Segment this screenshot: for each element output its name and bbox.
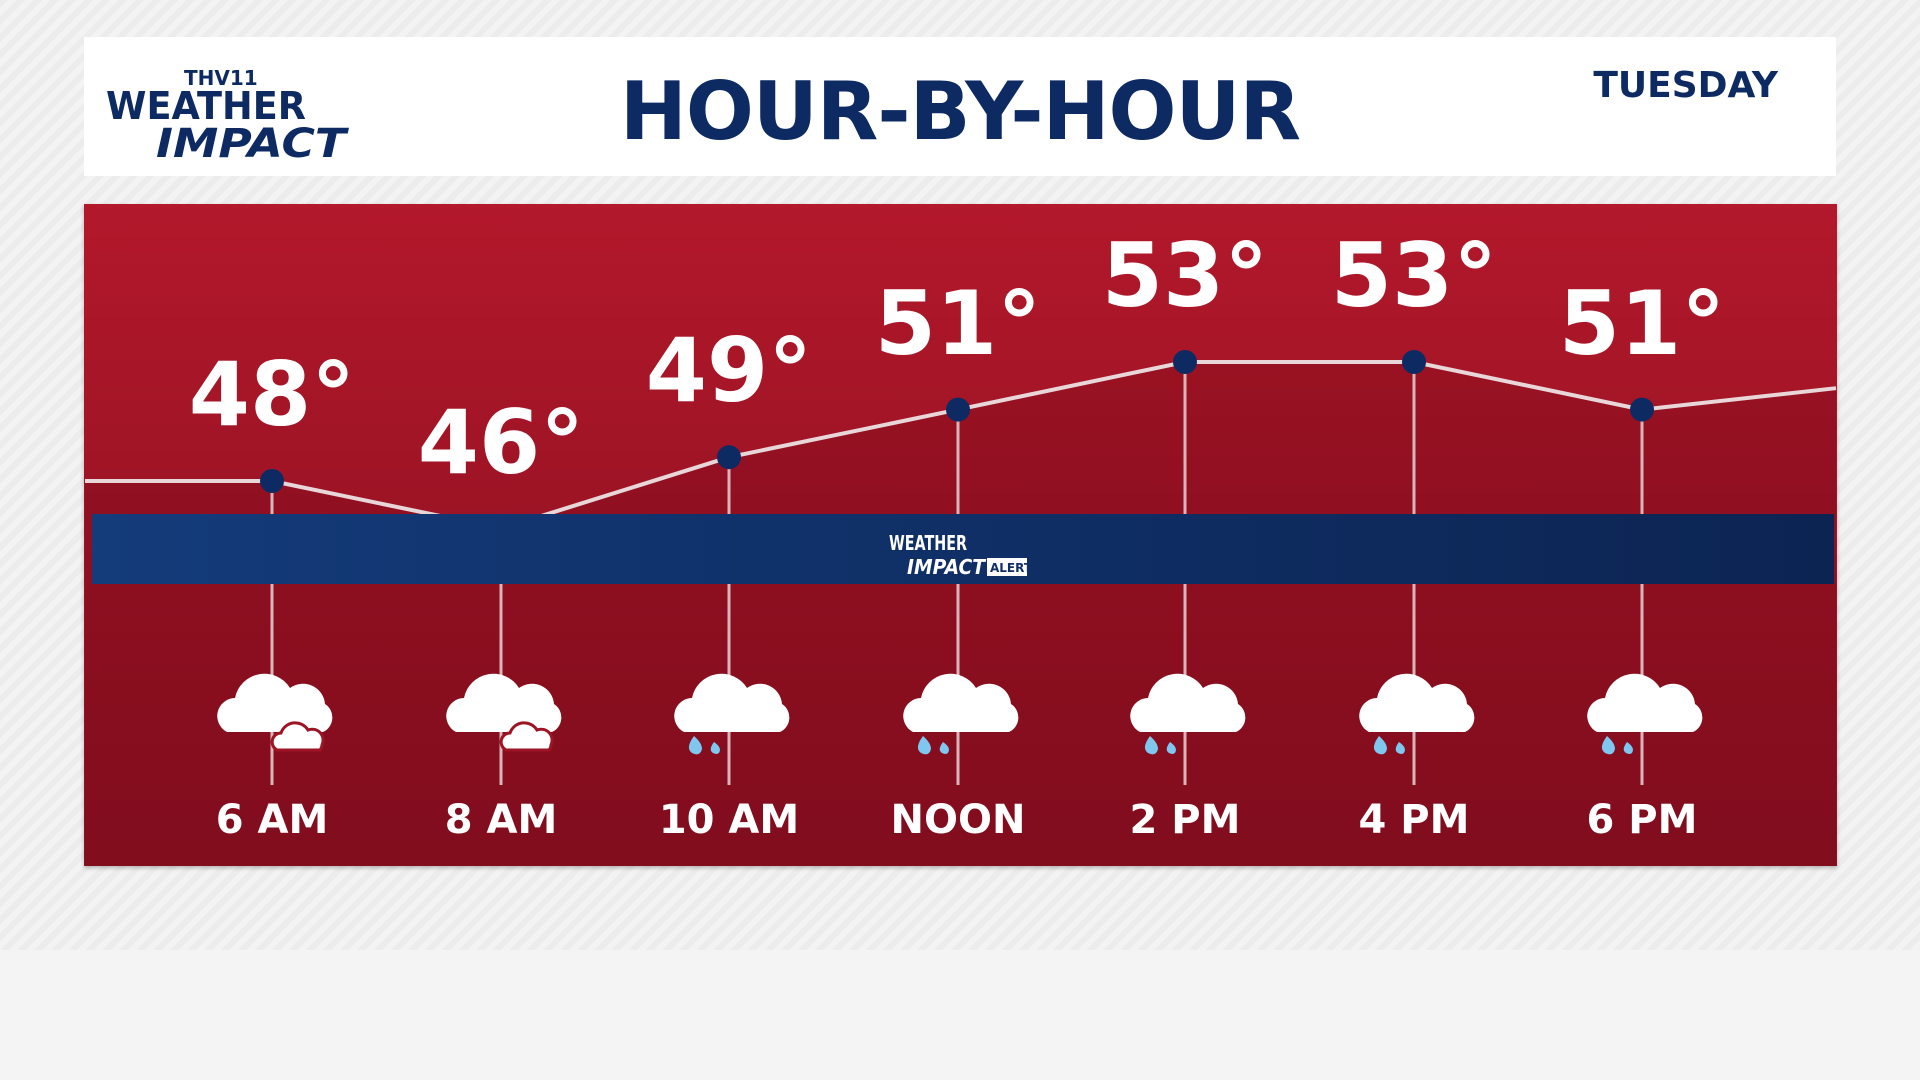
rain-cloud-icon <box>1349 662 1479 762</box>
rain-cloud-icon <box>1120 662 1250 762</box>
temperature-label: 49° <box>645 319 813 423</box>
svg-text:WEATHER: WEATHER <box>889 531 967 555</box>
hour-label: 6 AM <box>215 797 329 843</box>
day-label: TUESDAY <box>1593 65 1778 106</box>
temperature-point <box>1173 350 1197 374</box>
weather-impact-logo: THV11 WEATHER IMPACT <box>106 66 349 167</box>
weather-impact-alert-logo: WEATHER IMPACT ALERT <box>889 531 1033 579</box>
temperature-point <box>946 397 970 422</box>
hour-label: 6 PM <box>1586 797 1698 843</box>
temperature-label: 51° <box>1558 271 1726 375</box>
hour-label: 4 PM <box>1358 797 1470 843</box>
alert-band <box>92 514 1834 584</box>
temperature-label: 48° <box>188 343 356 446</box>
cloudy-icon <box>207 662 337 762</box>
temperature-point <box>1402 350 1426 374</box>
svg-text:IMPACT: IMPACT <box>907 555 986 579</box>
rain-cloud-icon <box>664 662 794 762</box>
rain-cloud-icon <box>1577 662 1707 762</box>
hour-label: 2 PM <box>1129 797 1241 843</box>
background-fade <box>0 950 1920 1080</box>
temperature-label: 51° <box>874 271 1042 375</box>
svg-text:THV11: THV11 <box>184 66 258 90</box>
temperature-point <box>1630 397 1654 422</box>
page-title: HOUR-BY-HOUR <box>619 65 1301 158</box>
hour-label: 8 AM <box>444 797 558 843</box>
svg-text:ALERT: ALERT <box>990 561 1033 575</box>
temperature-label: 53° <box>1330 224 1498 327</box>
hour-label: 10 AM <box>658 797 800 843</box>
temperature-point <box>260 469 284 493</box>
rain-cloud-icon <box>893 662 1023 762</box>
header-bar: THV11 WEATHER IMPACT HOUR-BY-HOUR TUESDA… <box>84 37 1836 176</box>
temperature-label: 53° <box>1101 224 1269 327</box>
svg-text:IMPACT: IMPACT <box>156 121 349 167</box>
svg-text:WEATHER: WEATHER <box>106 84 306 128</box>
temperature-label: 46° <box>417 390 585 494</box>
temperature-point <box>717 445 741 470</box>
cloudy-icon <box>436 662 566 762</box>
hour-label: NOON <box>890 797 1026 843</box>
